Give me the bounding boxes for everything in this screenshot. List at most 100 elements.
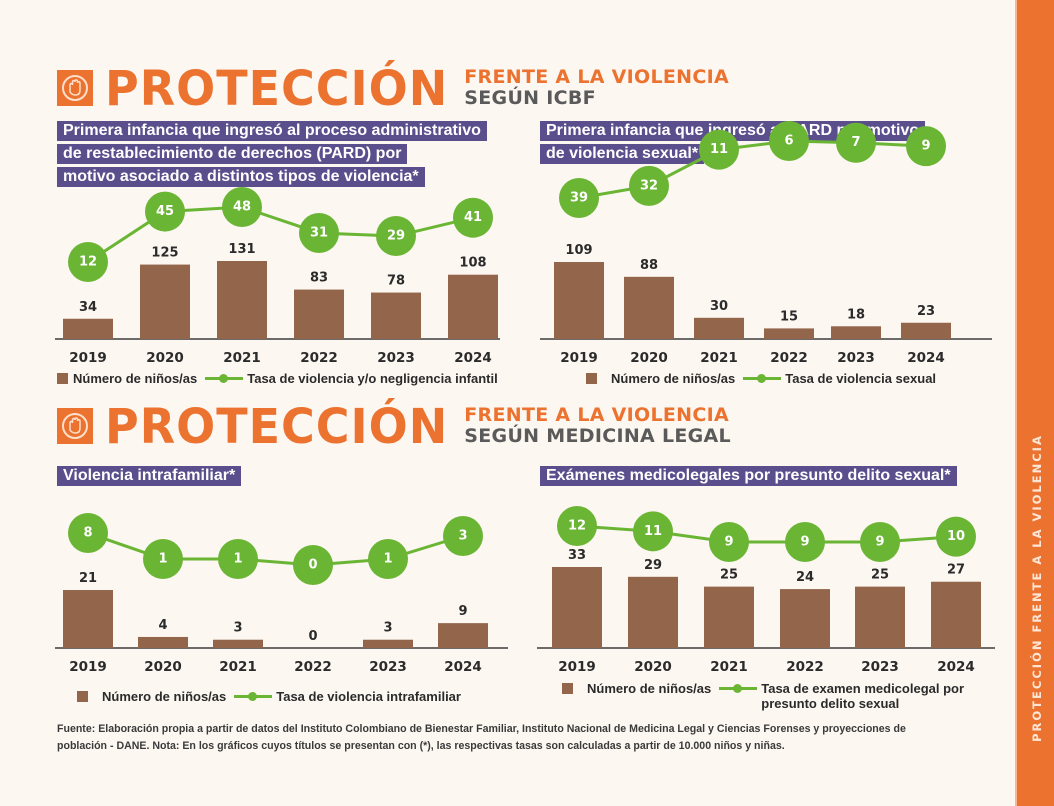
rate-value-label: 7 bbox=[851, 135, 860, 150]
charts-canvas: 3420191252020131202183202278202310820241… bbox=[55, 121, 995, 675]
side-tab: PROTECCIÓN FRENTE A LA VIOLENCIA bbox=[1015, 0, 1054, 806]
x-tick-label: 2020 bbox=[630, 350, 668, 366]
x-tick-label: 2023 bbox=[861, 659, 899, 675]
rate-value-label: 6 bbox=[784, 134, 793, 149]
x-tick-label: 2019 bbox=[558, 659, 596, 675]
bar-value-label: 3 bbox=[233, 621, 242, 636]
source-note: Fuente: Elaboración propia a partir de d… bbox=[57, 721, 997, 755]
chart-examenes-medicolegales: 33 2019 29 2020 25 2021 24 2022 25 2023 27 2024 12 11… bbox=[537, 506, 995, 675]
bar-value-label: 21 bbox=[79, 571, 97, 586]
x-tick-label: 2024 bbox=[454, 350, 492, 366]
bar-value-label: 108 bbox=[459, 256, 486, 271]
bar-2019 bbox=[554, 262, 604, 339]
chart-title-line: de violencia sexual* bbox=[540, 144, 705, 164]
chart-violencia-intrafamiliar: 21 2019 4 2020 3 2021 0 2022 3 2023 9 2024 8 1 1 0 1 3 bbox=[55, 513, 508, 675]
bar-value-label: 34 bbox=[79, 300, 97, 315]
chart-title-line: Primera infancia que ingresó al PARD por… bbox=[540, 121, 926, 141]
rate-point-2020 bbox=[145, 191, 185, 232]
rate-value-label: 48 bbox=[233, 200, 251, 215]
legend-line-label: Tasa de violencia y/o negligencia infant… bbox=[247, 371, 498, 386]
bar-value-label: 3 bbox=[383, 621, 392, 636]
bar-value-label: 131 bbox=[228, 242, 255, 257]
x-tick-label: 2021 bbox=[700, 350, 738, 366]
x-tick-label: 2022 bbox=[300, 350, 338, 366]
rate-value-label: 9 bbox=[875, 535, 884, 550]
section-source: SEGÚN MEDICINA LEGAL bbox=[464, 425, 731, 447]
rate-value-label: 32 bbox=[640, 178, 658, 193]
rate-point-2019 bbox=[68, 513, 108, 553]
rate-point-2023 bbox=[376, 216, 416, 257]
rate-value-label: 1 bbox=[158, 552, 167, 567]
bar-2023 bbox=[363, 639, 413, 648]
bar-2019 bbox=[552, 567, 602, 648]
bar-value-label: 88 bbox=[640, 258, 658, 273]
rate-point-2020 bbox=[629, 165, 669, 206]
legend-line-swatch bbox=[719, 681, 758, 696]
x-tick-label: 2022 bbox=[770, 350, 808, 366]
legend-bar-label: Número de niños/as bbox=[102, 689, 227, 704]
chart-title-pard: Primera infancia que ingresó al proceso … bbox=[57, 120, 487, 189]
source-note-line: Fuente: Elaboración propia a partir de d… bbox=[57, 723, 906, 735]
rate-value-label: 9 bbox=[800, 535, 809, 550]
chart-title-line: Exámenes medicolegales por presunto deli… bbox=[540, 466, 957, 486]
section-header-icbf: PROTECCIÓN FRENTE A LA VIOLENCIA SEGÚN I… bbox=[57, 60, 729, 116]
bar-2019 bbox=[63, 590, 113, 648]
x-tick-label: 2023 bbox=[377, 350, 415, 366]
rate-value-label: 1 bbox=[233, 552, 242, 567]
rate-value-label: 31 bbox=[310, 225, 328, 240]
chart-pard-violencia-sexual: 109 2019 88 2020 30 2021 15 2022 18 2023 23 2024 39 3… bbox=[540, 121, 992, 366]
section-subheading: FRENTE A LA VIOLENCIA bbox=[464, 404, 730, 426]
x-tick-label: 2022 bbox=[294, 659, 332, 675]
rate-point-2021 bbox=[709, 522, 749, 562]
x-tick-label: 2022 bbox=[786, 659, 824, 675]
rate-point-2019 bbox=[557, 506, 597, 546]
legend-line-label: Tasa de violencia intrafamiliar bbox=[276, 689, 461, 704]
legend-bar-label: Número de niños/as bbox=[611, 371, 736, 386]
chart-title-line: Primera infancia que ingresó al proceso … bbox=[57, 121, 487, 141]
rate-value-label: 12 bbox=[79, 255, 97, 270]
section-source: SEGÚN ICBF bbox=[464, 87, 596, 109]
rate-value-label: 8 bbox=[83, 526, 92, 541]
x-tick-label: 2023 bbox=[369, 659, 407, 675]
bar-2021 bbox=[704, 586, 754, 648]
bar-value-label: 109 bbox=[565, 243, 592, 258]
rate-point-2020 bbox=[633, 511, 673, 552]
bar-value-label: 23 bbox=[917, 304, 935, 319]
rate-value-label: 11 bbox=[644, 524, 662, 539]
bar-value-label: 29 bbox=[644, 558, 662, 573]
x-tick-label: 2021 bbox=[223, 350, 261, 366]
bar-value-label: 25 bbox=[871, 568, 889, 583]
bar-2022 bbox=[764, 328, 814, 339]
rate-point-2024 bbox=[906, 126, 946, 167]
rate-point-2023 bbox=[836, 122, 876, 163]
rate-point-2020 bbox=[143, 539, 183, 579]
chart-title-line: Violencia intrafamiliar* bbox=[57, 466, 242, 486]
legend-line-swatch bbox=[234, 689, 273, 704]
bar-value-label: 25 bbox=[720, 568, 738, 583]
rate-point-2022 bbox=[769, 121, 809, 161]
bar-2022 bbox=[294, 289, 344, 339]
x-tick-label: 2023 bbox=[837, 350, 875, 366]
legend-chart-pard-sexual: Número de niños/as Tasa de violencia sex… bbox=[586, 371, 936, 386]
section-subheading: FRENTE A LA VIOLENCIA bbox=[464, 66, 730, 88]
bar-value-label: 83 bbox=[310, 271, 328, 286]
bar-2020 bbox=[140, 264, 190, 339]
bar-2023 bbox=[831, 326, 881, 339]
stop-hand-icon bbox=[57, 70, 93, 106]
chart-title-pard-sexual: Primera infancia que ingresó al PARD por… bbox=[540, 120, 926, 166]
source-note-line: población - DANE. Nota: En los gráficos … bbox=[57, 740, 785, 752]
rate-value-label: 12 bbox=[568, 519, 586, 534]
bar-2019 bbox=[63, 318, 113, 339]
legend-bar-label: Número de niños/as bbox=[587, 681, 712, 696]
side-tab-label: PROTECCIÓN FRENTE A LA VIOLENCIA bbox=[1029, 434, 1044, 742]
legend-line-label: Tasa de examen medicolegal por presunto … bbox=[761, 681, 965, 711]
bar-2024 bbox=[901, 322, 951, 339]
legend-bar-label: Número de niños/as bbox=[73, 371, 198, 386]
rate-value-label: 10 bbox=[947, 529, 965, 544]
bar-value-label: 15 bbox=[780, 309, 798, 324]
legend-bar-swatch bbox=[57, 373, 68, 384]
x-tick-label: 2020 bbox=[146, 350, 184, 366]
rate-point-2022 bbox=[293, 545, 333, 585]
rate-value-label: 9 bbox=[724, 535, 733, 550]
x-tick-label: 2021 bbox=[710, 659, 748, 675]
